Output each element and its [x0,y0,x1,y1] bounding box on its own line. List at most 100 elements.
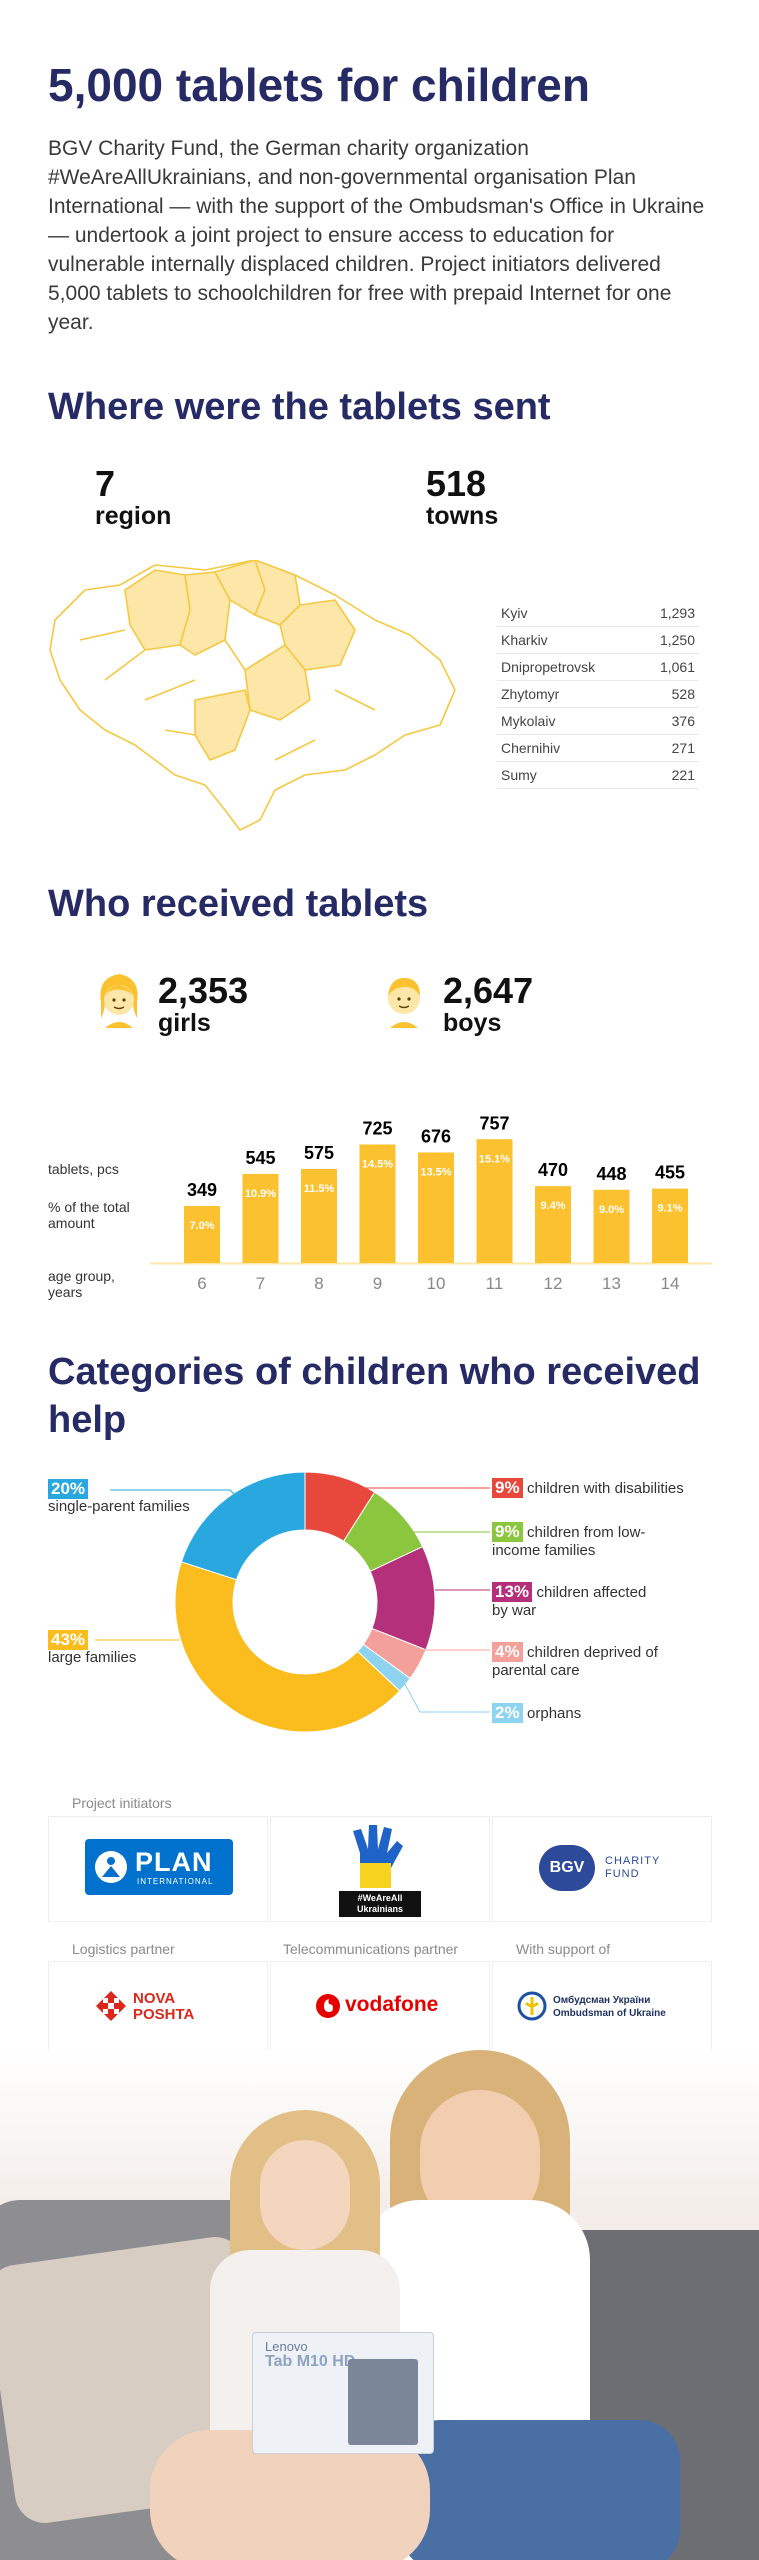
categories-heading: Categories of children who received help [48,1351,701,1441]
city-row: Zhytomyr 528 [497,680,699,708]
age-tick-label: 12 [544,1274,563,1293]
donut-leader-line [110,1489,246,1506]
bar [476,1139,513,1263]
city-name: Dnipropetrovsk [497,653,640,681]
city-name: Sumy [497,761,640,789]
city-row: Sumy 221 [497,761,699,789]
boys-label: boys [443,1009,502,1037]
city-row: Kharkiv 1,250 [497,626,699,654]
cat-care-pct: 4% [492,1642,523,1662]
bar-percent-label: 9.1% [657,1203,682,1215]
wearall-hand-logo [353,1825,403,1888]
vodafone-icon [316,1994,340,2018]
city-value: 1,061 [639,653,699,681]
region-stat: 7 region [95,463,172,530]
children-photo: Lenovo Tab M10 HD [0,2050,759,2560]
age-tick-label: 13 [602,1274,621,1293]
region-count: 7 [95,463,116,504]
bar-value-label: 470 [538,1160,568,1180]
wearall-card: #WeAreAll Ukrainians [270,1816,490,1922]
region-kharkiv [279,599,356,671]
bgv-logo: BGV [539,1845,595,1891]
where-heading: Where were the tablets sent [48,386,551,428]
cat-large-label: large families [48,1649,137,1666]
boy-icon [388,978,420,1028]
cat-low-income-label: children from low-income families [492,1524,646,1559]
bar [301,1169,337,1263]
logistics-caption: Logistics partner [72,1941,175,1957]
bar-value-label: 676 [421,1126,451,1146]
nova-poshta-icon [96,1991,126,2021]
vodafone-card: vodafone [270,1961,490,2051]
map-internal [79,629,376,761]
initiators-caption: Project initiators [72,1795,172,1811]
telecom-caption: Telecommunications partner [283,1941,459,1957]
cat-disabilities: 9% children with disabilities [492,1478,722,1498]
bar-percent-label: 15.1% [479,1153,510,1165]
ombudsman-logo: Омбудсман України Ombudsman of Ukraine [553,1994,666,2020]
city-row: Mykolaiv 376 [497,707,699,735]
ukraine-map [49,560,456,831]
bgv-card: BGV CHARITY FUND [492,1816,712,1922]
donut-slice-large [174,1561,401,1733]
age-bar-chart: 349 7.0% 6 545 10.9% 7 575 11.5% 8 725 14.5% 9 676 13… [150,1113,712,1293]
wearall-logo-text: #WeAreAll Ukrainians [339,1891,421,1917]
cat-war-label: children affected by war [492,1584,647,1619]
vodafone-logo: vodafone [345,1993,439,2016]
tablet-brand: Lenovo [265,2339,308,2354]
bar [242,1173,279,1263]
city-value: 376 [639,707,699,735]
cat-large-pct: 43% [48,1630,89,1650]
photo-girl-face [260,2140,350,2250]
row-label-percent: % of the total amount [48,1199,130,1231]
donut-leader-line [329,1477,490,1489]
photo-tablet-box: Lenovo Tab M10 HD [252,2332,434,2454]
intro-paragraph: BGV Charity Fund, the German charity org… [48,137,705,334]
row-label-tablets: tablets, pcs [48,1161,119,1177]
cat-disabilities-pct: 9% [492,1478,523,1498]
support-caption: With support of [516,1941,611,1957]
bar-percent-label: 10.9% [245,1188,276,1200]
towns-count: 518 [426,463,487,504]
cat-war: 13% children affected by war [492,1582,652,1620]
city-value: 1,250 [639,626,699,654]
girls-count: 2,353 [158,970,249,1011]
bar-value-label: 725 [362,1118,392,1138]
bar [593,1189,630,1263]
categories-donut-chart [95,1471,490,1733]
cat-single-parent-label: single-parent families [48,1498,190,1515]
bar [418,1152,454,1263]
photo-woman-jeans [400,2420,680,2560]
city-value: 271 [639,734,699,762]
bar-value-label: 448 [596,1164,626,1184]
city-row: Dnipropetrovsk 1,061 [497,653,699,681]
girls-label: girls [158,1009,211,1037]
cat-low-income: 9% children from low-income families [492,1522,682,1560]
age-tick-label: 7 [256,1274,265,1293]
age-tick-label: 10 [427,1274,446,1293]
page-title: 5,000 tablets for children [48,59,590,111]
city-value: 1,293 [639,600,699,627]
city-name: Chernihiv [497,734,640,762]
plan-logo: PLAN INTERNATIONAL [85,1839,233,1895]
tablet-screen [348,2359,418,2445]
city-name: Kharkiv [497,626,640,654]
cat-low-income-pct: 9% [492,1522,523,1542]
cat-single-parent-pct: 20% [48,1479,89,1499]
age-tick-label: 11 [486,1274,504,1293]
who-heading: Who received tablets [48,883,429,925]
city-row: Kyiv 1,293 [497,600,699,627]
age-tick-label: 6 [197,1274,206,1293]
cat-orphans: 2% orphans [492,1703,692,1723]
region-label: region [95,502,172,530]
donut-leader-line [399,1674,490,1713]
row-label-age: age group, years [48,1268,115,1300]
bar [184,1205,220,1263]
cities-table: Kyiv 1,293 Kharkiv 1,250 Dnipropetrovsk 1,061… [497,600,699,789]
ombudsman-card: Омбудсман України Ombudsman of Ukraine [492,1961,712,2051]
cat-disabilities-label: children with disabilities [527,1480,684,1497]
city-row: Chernihiv 271 [497,734,699,762]
bar-percent-label: 9.4% [540,1200,565,1212]
bar-value-label: 349 [187,1180,217,1200]
cat-care: 4% children deprived of parental care [492,1642,692,1680]
